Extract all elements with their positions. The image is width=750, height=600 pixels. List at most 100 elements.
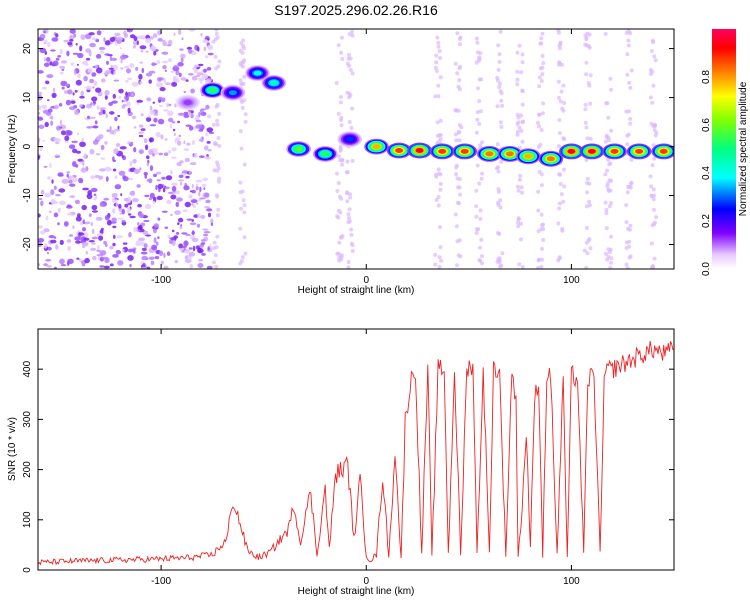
noise-blob: [66, 173, 69, 178]
noise-blob: [82, 227, 86, 232]
streak-blob: [515, 82, 520, 87]
noise-blob: [171, 229, 175, 233]
noise-blob: [112, 156, 115, 162]
streak-blob: [477, 181, 482, 186]
noise-blob: [184, 201, 191, 208]
peak-blob: [312, 146, 338, 162]
noise-blob: [65, 99, 71, 106]
streak-blob: [336, 251, 341, 256]
streak-blob: [347, 52, 351, 57]
streak-blob: [350, 249, 355, 254]
noise-blob: [138, 237, 146, 242]
noise-blob: [93, 139, 99, 145]
streak-blob: [603, 31, 608, 36]
streak-blob: [346, 220, 351, 225]
streak-blob: [496, 67, 501, 72]
streak-blob: [584, 37, 589, 42]
streak-blob: [653, 220, 657, 225]
streak-blob: [238, 48, 243, 53]
streak-blob: [540, 257, 544, 262]
noise-blob: [38, 238, 45, 243]
peak-blob: [497, 146, 523, 162]
y-tick-label: 300: [22, 411, 33, 428]
streak-blob: [585, 136, 590, 141]
noise-blob: [91, 210, 99, 213]
streak-blob: [215, 118, 219, 123]
streak-blob: [438, 225, 442, 230]
streak-blob: [584, 204, 589, 209]
streak-blob: [238, 180, 243, 185]
streak-blob: [540, 246, 544, 251]
streak-blob: [556, 95, 561, 100]
streak-blob: [344, 170, 349, 175]
noise-blob: [173, 32, 176, 36]
noise-blob: [198, 111, 201, 118]
noise-blob: [208, 131, 215, 134]
noise-blob: [58, 103, 63, 107]
noise-blob: [66, 50, 70, 57]
noise-blob: [198, 129, 204, 132]
y-tick-label: 100: [22, 511, 33, 528]
noise-blob: [67, 204, 71, 207]
peak-level: [208, 87, 217, 93]
streak-blob: [456, 253, 461, 258]
streak-blob: [455, 71, 460, 76]
noise-blob: [168, 239, 173, 244]
peak-blob: [200, 82, 225, 99]
peak-blob: [477, 146, 502, 162]
streak-blob: [453, 212, 458, 217]
noise-blob: [146, 155, 150, 160]
noise-blob: [118, 203, 122, 209]
streak-blob: [517, 125, 522, 130]
streak-blob: [213, 142, 217, 146]
noise-blob: [99, 202, 104, 207]
noise-blob: [69, 183, 76, 187]
y-tick-label: 0: [22, 567, 33, 573]
noise-blob: [46, 265, 52, 268]
streak-blob: [539, 41, 544, 46]
noise-blob: [114, 184, 122, 190]
noise-blob: [51, 179, 54, 184]
noise-blob: [43, 263, 48, 266]
noise-blob: [72, 225, 75, 230]
streak-blob: [339, 254, 344, 259]
noise-blob: [86, 193, 93, 200]
noise-blob: [199, 197, 206, 200]
x-tick-label: 100: [563, 576, 580, 587]
noise-blob: [86, 126, 93, 129]
streak-blob: [609, 87, 614, 92]
noise-blob: [126, 196, 132, 203]
streak-blob: [457, 123, 462, 127]
streak-blob: [347, 207, 352, 212]
noise-blob: [175, 201, 180, 208]
noise-blob: [95, 64, 99, 69]
noise-blob: [145, 117, 152, 122]
noise-blob: [100, 78, 106, 83]
noise-blob: [55, 33, 59, 38]
noise-blob: [91, 228, 95, 235]
noise-blob: [177, 112, 185, 116]
noise-blob: [121, 99, 124, 103]
noise-blob: [163, 152, 169, 156]
streak-blob: [243, 112, 248, 117]
streak-blob: [346, 56, 351, 61]
noise-blob: [109, 263, 114, 267]
streak-blob: [216, 207, 221, 212]
noise-blob: [195, 74, 201, 77]
streak-blob: [587, 199, 592, 204]
noise-blob: [137, 203, 143, 208]
noise-blob: [109, 129, 115, 135]
streak-blob: [628, 121, 633, 126]
streak-blob: [458, 37, 462, 41]
streak-blob: [648, 174, 653, 179]
noise-blob: [95, 153, 101, 156]
noise-blob: [104, 53, 110, 56]
streak-blob: [651, 197, 656, 202]
noise-blob: [50, 239, 57, 244]
noise-blob: [109, 126, 112, 131]
noise-blob: [117, 125, 120, 130]
peak-blob: [175, 94, 201, 111]
noise-blob: [153, 113, 159, 116]
noise-blob: [103, 197, 110, 201]
noise-blob: [69, 195, 76, 199]
